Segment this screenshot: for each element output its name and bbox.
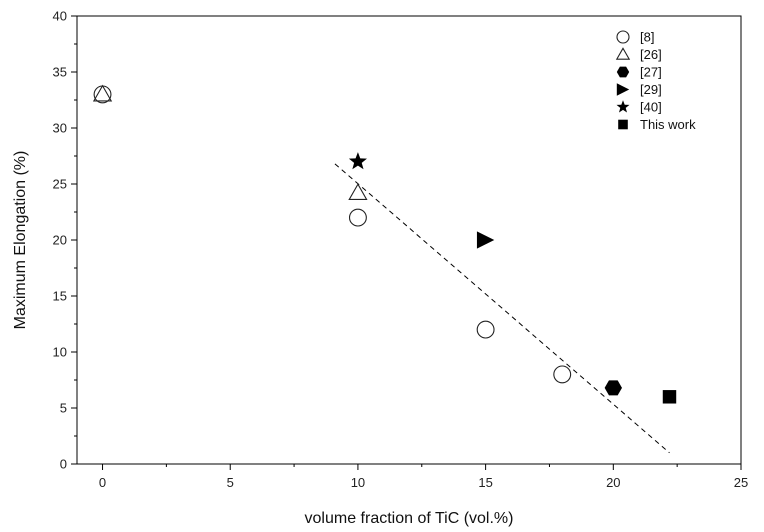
y-tick-label: 40 <box>53 9 67 24</box>
x-tick-label: 15 <box>478 475 492 490</box>
x-tick-label: 20 <box>606 475 620 490</box>
y-tick-label: 30 <box>53 121 67 136</box>
legend-marker <box>616 100 630 113</box>
legend-label: [29] <box>640 82 662 97</box>
trendline <box>334 163 670 454</box>
y-tick-label: 25 <box>53 177 67 192</box>
x-axis-title: volume fraction of TiC (vol.%) <box>305 510 514 527</box>
data-point-circle-open <box>553 365 572 384</box>
data-point-square-filled <box>662 390 677 404</box>
legend-marker <box>616 66 630 78</box>
data-point-circle-open <box>476 320 495 339</box>
legend: [8] [26] [27] [29] [40] This work <box>615 30 696 132</box>
x-tick-label: 25 <box>734 475 748 490</box>
legend-marker <box>615 47 631 60</box>
data-point-circle-open <box>348 208 367 227</box>
x-tick-label: 5 <box>227 475 234 490</box>
x-axis-ticks: 0 5 10 15 20 25 <box>99 464 748 490</box>
y-axis-ticks: 0 5 10 15 20 25 30 35 40 <box>53 9 77 472</box>
data-point-triangle-right-filled <box>476 231 495 249</box>
legend-label: [8] <box>640 30 654 45</box>
y-axis-title: Maximum Elongation (%) <box>12 151 29 330</box>
legend-label: This work <box>640 117 696 132</box>
y-tick-label: 20 <box>53 233 67 248</box>
x-tick-label: 0 <box>99 475 106 490</box>
data-point-star-filled <box>348 152 367 170</box>
data-point-triangle-open <box>92 84 113 102</box>
data-point-triangle-open <box>348 183 368 201</box>
legend-label: [26] <box>640 47 662 62</box>
trendline-dashed <box>334 163 670 454</box>
legend-marker <box>618 119 628 130</box>
data-point-hexagon-filled <box>604 380 622 396</box>
legend-label: [27] <box>640 65 662 80</box>
data-point-circle-open <box>93 85 112 104</box>
y-tick-label: 0 <box>60 457 67 472</box>
legend-label: [40] <box>640 100 662 115</box>
x-tick-label: 10 <box>351 475 365 490</box>
y-tick-label: 15 <box>53 289 67 304</box>
y-tick-label: 5 <box>60 401 67 416</box>
y-tick-label: 10 <box>53 345 67 360</box>
data-points <box>92 84 677 404</box>
legend-marker <box>616 30 630 44</box>
y-tick-label: 35 <box>53 65 67 80</box>
legend-marker <box>616 83 630 96</box>
